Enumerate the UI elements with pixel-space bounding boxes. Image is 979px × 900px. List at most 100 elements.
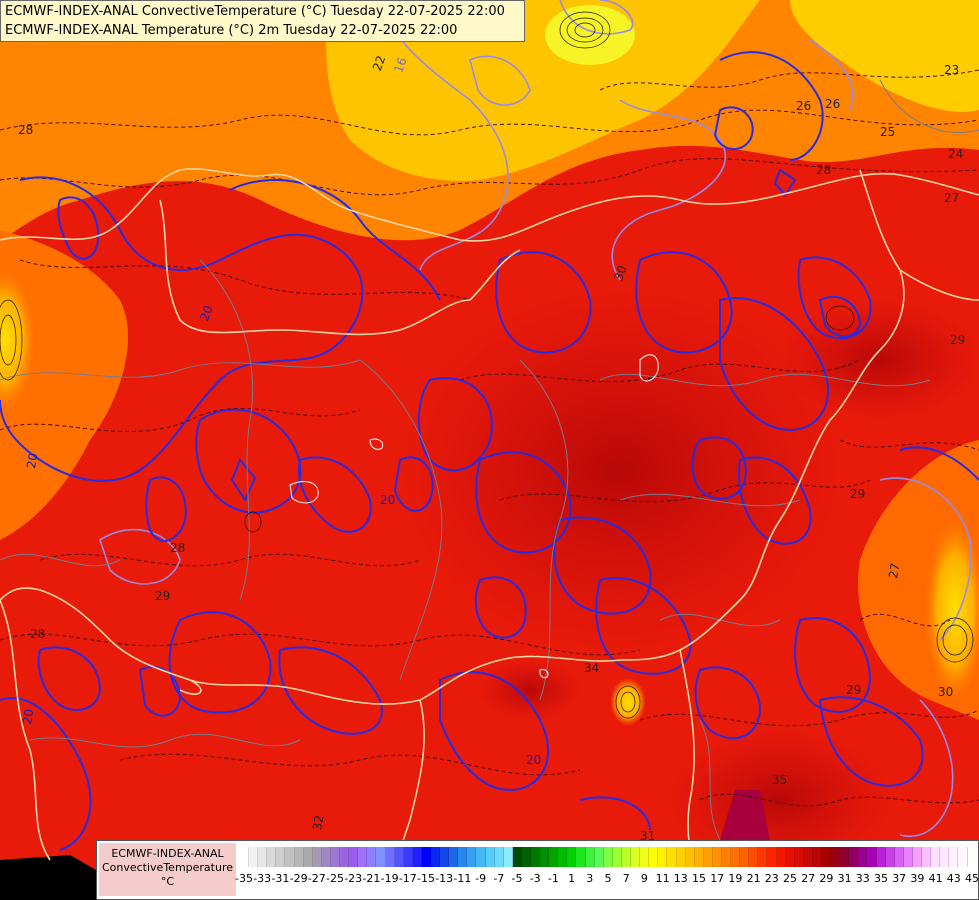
title-line-convective: ECMWF-INDEX-ANAL ConvectiveTemperature (… bbox=[5, 4, 505, 19]
legend-tick-label: -1 bbox=[547, 872, 559, 885]
legend-swatch bbox=[512, 847, 522, 867]
legend-swatch bbox=[585, 847, 595, 867]
isotherm-label: 26 bbox=[825, 97, 840, 111]
legend-tick-label: 19 bbox=[728, 872, 743, 885]
isotherm-label: 26 bbox=[796, 99, 811, 113]
isotherm-label: 20 bbox=[197, 304, 215, 323]
isotherm-label: 22 bbox=[370, 54, 388, 73]
isotherm-label: 30 bbox=[938, 685, 953, 699]
legend-tick-label: -13 bbox=[435, 872, 454, 885]
isotherm-label: 30 bbox=[611, 264, 629, 283]
legend-tick-label: 41 bbox=[928, 872, 943, 885]
legend-swatch bbox=[303, 847, 313, 867]
legend-swatch bbox=[694, 847, 704, 867]
legend-swatch bbox=[849, 847, 859, 867]
isotherm-label: 28 bbox=[18, 123, 33, 137]
legend-tick-label: 23 bbox=[764, 872, 779, 885]
isotherm-label: 31 bbox=[640, 829, 655, 843]
legend-swatch bbox=[440, 847, 450, 867]
legend-swatch bbox=[931, 847, 941, 867]
legend-tick-label: -15 bbox=[417, 872, 435, 885]
legend-swatches bbox=[240, 847, 968, 867]
legend-swatch bbox=[376, 847, 386, 867]
color-legend: ECMWF-INDEX-ANAL ConvectiveTemperature °… bbox=[96, 840, 979, 900]
legend-swatch bbox=[740, 847, 750, 867]
lavender-contours bbox=[99, 0, 972, 837]
legend-tick-label: -11 bbox=[453, 872, 472, 885]
legend-tick-labels: -35 -33 -31 -29 -27 -25 -23 -21 -19 -17 -15 -13 -11-… bbox=[235, 872, 979, 890]
legend-swatch bbox=[412, 847, 422, 867]
legend-swatch bbox=[594, 847, 604, 867]
legend-tick-label: 1 bbox=[568, 872, 576, 885]
legend-tick-label: -17 bbox=[398, 872, 417, 885]
isotherm-label: 35 bbox=[772, 773, 787, 787]
legend-tick-label: 5 bbox=[604, 872, 612, 885]
legend-tick-label: 43 bbox=[946, 872, 961, 885]
isotherm-label: 25 bbox=[880, 125, 895, 139]
field-ne-yellow bbox=[790, 0, 979, 112]
legend-swatch bbox=[276, 847, 286, 867]
legend-swatch bbox=[430, 847, 441, 867]
legend-tick-label: -9 bbox=[475, 872, 487, 885]
legend-swatch bbox=[640, 847, 650, 867]
field-south-yellow bbox=[610, 678, 646, 726]
legend-swatch bbox=[667, 847, 677, 867]
legend-swatch bbox=[794, 847, 804, 867]
legend-swatch bbox=[676, 847, 686, 867]
legend-swatch bbox=[840, 847, 850, 867]
legend-tick-label: 17 bbox=[710, 872, 725, 885]
field-magenta-spot bbox=[720, 790, 770, 840]
isotherm-label: 27 bbox=[944, 191, 959, 205]
legend-swatch bbox=[612, 847, 622, 867]
isotherm-label: 16 bbox=[391, 56, 409, 75]
isotherm-label: 34 bbox=[584, 661, 599, 675]
legend-swatch bbox=[703, 847, 713, 867]
isotherm-label: 27 bbox=[886, 562, 902, 579]
legend-swatch bbox=[767, 847, 777, 867]
field-sw-dark bbox=[0, 855, 96, 900]
legend-swatch bbox=[885, 847, 895, 867]
field-north-yellow bbox=[326, 0, 760, 181]
legend-tick-label: 31 bbox=[837, 872, 852, 885]
legend-tick-label: 9 bbox=[640, 872, 648, 885]
legend-swatch bbox=[549, 847, 559, 867]
legend-tick-label: 37 bbox=[892, 872, 907, 885]
field-hot-east bbox=[780, 300, 979, 420]
legend-swatch bbox=[567, 847, 577, 867]
legend-title: ECMWF-INDEX-ANAL ConvectiveTemperature °… bbox=[99, 843, 236, 896]
isotherm-label: 24 bbox=[948, 147, 963, 161]
legend-swatch bbox=[949, 847, 959, 867]
legend-tick-label: 25 bbox=[783, 872, 797, 885]
legend-tick-label: 33 bbox=[855, 872, 870, 885]
legend-swatch bbox=[558, 847, 568, 867]
legend-tick-label: 7 bbox=[622, 872, 630, 885]
isotherm-label: 29 bbox=[846, 683, 861, 697]
legend-tick-label: -33 bbox=[253, 872, 272, 885]
field-east-yellow bbox=[925, 520, 979, 700]
legend-swatch bbox=[649, 847, 659, 867]
legend-swatch bbox=[758, 847, 768, 867]
legend-swatch bbox=[658, 847, 668, 867]
isotherm-label: 20 bbox=[526, 753, 541, 767]
legend-swatch bbox=[721, 847, 732, 867]
field-west-yellow bbox=[0, 270, 35, 410]
region-boundaries bbox=[0, 79, 979, 841]
legend-swatch bbox=[912, 847, 923, 867]
legend-tick-label: -25 bbox=[326, 872, 344, 885]
legend-model: ECMWF-INDEX-ANAL bbox=[111, 847, 224, 860]
isotherm-label: 28 bbox=[30, 627, 45, 641]
legend-swatch bbox=[421, 847, 431, 867]
legend-swatch bbox=[521, 847, 531, 867]
legend-swatch bbox=[330, 847, 341, 867]
legend-swatch bbox=[749, 847, 759, 867]
legend-swatch bbox=[831, 847, 841, 867]
legend-tick-label: -23 bbox=[344, 872, 363, 885]
legend-swatch bbox=[358, 847, 368, 867]
legend-swatch bbox=[312, 847, 322, 867]
legend-tick-label: 29 bbox=[819, 872, 834, 885]
legend-swatch bbox=[922, 847, 932, 867]
legend-swatch bbox=[467, 847, 477, 867]
legend-swatch bbox=[458, 847, 468, 867]
isotherm-labels: 22 16 26 25 24 28 27 30 29 20 28 31 32 3… bbox=[18, 54, 965, 843]
